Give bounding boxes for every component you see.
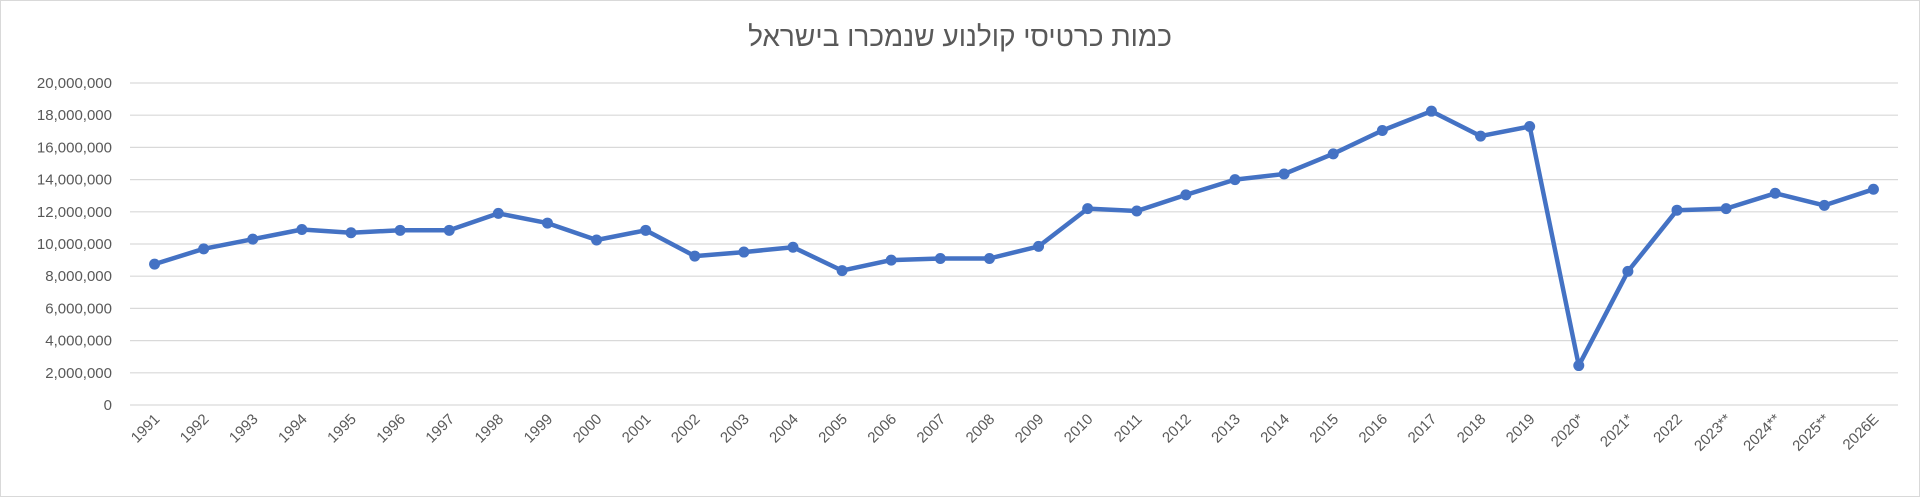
data-point-2019 [1524, 120, 1536, 132]
chart-title: כמות כרטיסי קולנוע שנמכרו בישראל [748, 21, 1172, 52]
x-tick-label: 1998 [472, 411, 508, 447]
x-tick-label: 2014 [1257, 411, 1293, 447]
data-point-2020 [1573, 360, 1585, 372]
data-point-2023 [1720, 203, 1732, 215]
data-point-2007 [934, 252, 946, 264]
y-tick-label: 2,000,000 [45, 365, 112, 382]
data-points [149, 105, 1879, 372]
x-tick-label: 2019 [1503, 411, 1539, 447]
y-tick-label: 16,000,000 [37, 139, 112, 156]
x-tick-label: 2001 [619, 411, 655, 447]
data-point-2016 [1376, 124, 1388, 136]
x-tick-label: 1994 [275, 411, 311, 447]
data-point-2012 [1180, 189, 1192, 201]
x-tick-label: 2023** [1691, 411, 1735, 455]
x-tick-label: 2017 [1405, 411, 1441, 447]
x-tick-label: 1993 [226, 411, 262, 447]
data-point-2003 [738, 246, 750, 258]
data-point-2009 [1033, 240, 1045, 252]
y-tick-label: 10,000,000 [37, 236, 112, 253]
data-point-2005 [836, 265, 848, 277]
data-point-1998 [492, 207, 504, 219]
x-tick-label: 2021* [1597, 411, 1637, 451]
data-point-2018 [1475, 130, 1487, 142]
x-tick-label: 2024** [1740, 411, 1784, 455]
data-point-1993 [247, 233, 259, 245]
x-tick-label: 2003 [717, 411, 753, 447]
x-tick-label: 2018 [1454, 411, 1490, 447]
x-axis-ticks: 1991 1992 1993 1994 1995 1996 1997 1998 1999 2000… [128, 411, 1883, 455]
data-point-1992 [198, 243, 210, 255]
data-point-2010 [1082, 203, 1094, 215]
data-point-2008 [983, 252, 995, 264]
x-tick-label: 2000 [570, 411, 606, 447]
x-tick-label: 1991 [128, 411, 164, 447]
data-point-2013 [1229, 174, 1241, 186]
x-tick-label: 2009 [1012, 411, 1048, 447]
y-tick-label: 6,000,000 [45, 300, 112, 317]
x-tick-label: 2015 [1306, 411, 1342, 447]
y-tick-label: 14,000,000 [37, 172, 112, 189]
x-tick-label: 2006 [864, 411, 900, 447]
data-point-2006 [885, 254, 897, 266]
data-point-2025 [1818, 199, 1830, 211]
y-tick-label: 4,000,000 [45, 333, 112, 350]
x-tick-label: 2013 [1208, 411, 1244, 447]
data-point-2022 [1671, 204, 1683, 216]
data-point-2002 [689, 250, 701, 262]
x-tick-label: 1992 [177, 411, 213, 447]
data-point-1996 [394, 224, 406, 236]
y-axis-ticks: 0 2,000,000 4,000,000 6,000,000 8,000,000 10,… [37, 75, 112, 414]
x-tick-label: 2012 [1159, 411, 1195, 447]
data-point-2015 [1327, 148, 1339, 160]
x-tick-label: 2010 [1061, 411, 1097, 447]
data-point-2024 [1769, 187, 1781, 199]
data-point-2026E [1867, 183, 1879, 195]
data-point-2021 [1622, 265, 1634, 277]
x-tick-label: 2020* [1548, 411, 1588, 451]
data-point-2001 [640, 224, 652, 236]
series-line [152, 108, 1876, 368]
data-point-1999 [541, 217, 553, 229]
data-point-2014 [1278, 168, 1290, 180]
data-point-2000 [591, 234, 603, 246]
x-tick-label: 1997 [422, 411, 458, 447]
x-tick-label: 1999 [521, 411, 557, 447]
x-tick-label: 1996 [373, 411, 409, 447]
data-point-1994 [296, 224, 308, 236]
x-tick-label: 2016 [1356, 411, 1392, 447]
y-tick-label: 18,000,000 [37, 107, 112, 124]
data-point-1991 [149, 258, 161, 270]
grid-lines [130, 82, 1898, 406]
x-tick-label: 2022 [1650, 411, 1686, 447]
data-point-2017 [1425, 105, 1437, 117]
y-tick-label: 0 [104, 397, 112, 414]
data-point-1995 [345, 227, 357, 239]
data-point-2004 [787, 241, 799, 253]
x-tick-label: 2002 [668, 411, 704, 447]
x-tick-label: 2026E [1840, 411, 1883, 454]
x-tick-label: 2007 [914, 411, 950, 447]
x-tick-label: 2005 [815, 411, 851, 447]
x-tick-label: 2008 [963, 411, 999, 447]
x-tick-label: 2011 [1111, 411, 1146, 446]
data-point-2011 [1131, 205, 1143, 217]
x-tick-label: 2025** [1789, 411, 1833, 455]
y-tick-label: 20,000,000 [37, 75, 112, 92]
x-tick-label: 2004 [766, 411, 802, 447]
x-tick-label: 1995 [324, 411, 360, 447]
y-tick-label: 12,000,000 [37, 204, 112, 221]
y-tick-label: 8,000,000 [45, 268, 112, 285]
data-point-1997 [443, 224, 455, 236]
